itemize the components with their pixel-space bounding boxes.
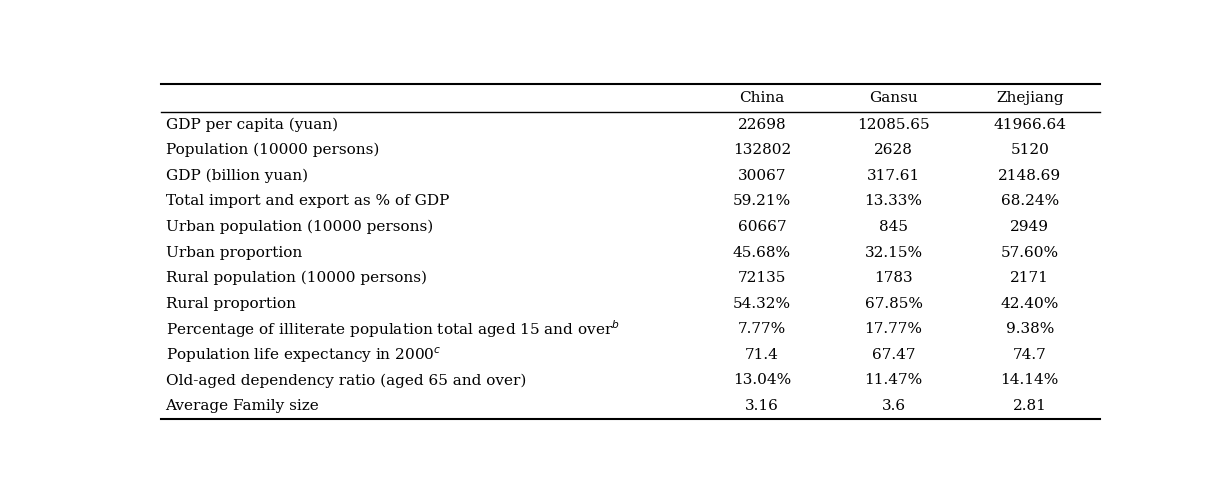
- Text: 45.68%: 45.68%: [733, 245, 791, 259]
- Text: 7.77%: 7.77%: [738, 322, 787, 336]
- Text: Rural population (10000 persons): Rural population (10000 persons): [166, 271, 427, 285]
- Text: 42.40%: 42.40%: [1001, 297, 1059, 311]
- Text: GDP per capita (yuan): GDP per capita (yuan): [166, 117, 338, 132]
- Text: 68.24%: 68.24%: [1001, 194, 1059, 208]
- Text: 54.32%: 54.32%: [733, 297, 791, 311]
- Text: Urban population (10000 persons): Urban population (10000 persons): [166, 220, 433, 234]
- Text: 2949: 2949: [1011, 220, 1050, 234]
- Text: 11.47%: 11.47%: [864, 373, 922, 387]
- Text: 14.14%: 14.14%: [1001, 373, 1059, 387]
- Text: 2.81: 2.81: [1013, 399, 1047, 413]
- Text: 74.7: 74.7: [1013, 348, 1047, 362]
- Text: 59.21%: 59.21%: [733, 194, 791, 208]
- Text: 17.77%: 17.77%: [864, 322, 922, 336]
- Text: China: China: [739, 91, 784, 105]
- Text: 22698: 22698: [738, 118, 787, 132]
- Text: 5120: 5120: [1011, 143, 1050, 157]
- Text: 2628: 2628: [874, 143, 913, 157]
- Text: 67.47: 67.47: [871, 348, 915, 362]
- Text: 132802: 132802: [733, 143, 791, 157]
- Text: Total import and export as % of GDP: Total import and export as % of GDP: [166, 194, 448, 208]
- Text: Urban proportion: Urban proportion: [166, 245, 302, 259]
- Text: Population life expectancy in 2000$^{c}$: Population life expectancy in 2000$^{c}$: [166, 345, 441, 365]
- Text: 32.15%: 32.15%: [864, 245, 922, 259]
- Text: Population (10000 persons): Population (10000 persons): [166, 143, 379, 157]
- Text: Percentage of illiterate population total aged 15 and over$^{b}$: Percentage of illiterate population tota…: [166, 318, 619, 340]
- Text: Zhejiang: Zhejiang: [996, 91, 1064, 105]
- Text: Gansu: Gansu: [869, 91, 917, 105]
- Text: 845: 845: [879, 220, 908, 234]
- Text: 1783: 1783: [874, 271, 913, 285]
- Text: Old-aged dependency ratio (aged 65 and over): Old-aged dependency ratio (aged 65 and o…: [166, 373, 526, 387]
- Text: GDP (billion yuan): GDP (billion yuan): [166, 169, 308, 183]
- Text: Rural proportion: Rural proportion: [166, 297, 296, 311]
- Text: 12085.65: 12085.65: [857, 118, 930, 132]
- Text: 60667: 60667: [738, 220, 787, 234]
- Text: 9.38%: 9.38%: [1006, 322, 1054, 336]
- Text: 3.16: 3.16: [745, 399, 779, 413]
- Text: 67.85%: 67.85%: [864, 297, 922, 311]
- Text: 71.4: 71.4: [745, 348, 779, 362]
- Text: 13.33%: 13.33%: [864, 194, 922, 208]
- Text: 3.6: 3.6: [881, 399, 905, 413]
- Text: 2148.69: 2148.69: [999, 169, 1062, 183]
- Text: 41966.64: 41966.64: [994, 118, 1067, 132]
- Text: Average Family size: Average Family size: [166, 399, 319, 413]
- Text: 57.60%: 57.60%: [1001, 245, 1059, 259]
- Text: 317.61: 317.61: [867, 169, 920, 183]
- Text: 72135: 72135: [738, 271, 787, 285]
- Text: 13.04%: 13.04%: [733, 373, 791, 387]
- Text: 30067: 30067: [738, 169, 787, 183]
- Text: 2171: 2171: [1011, 271, 1050, 285]
